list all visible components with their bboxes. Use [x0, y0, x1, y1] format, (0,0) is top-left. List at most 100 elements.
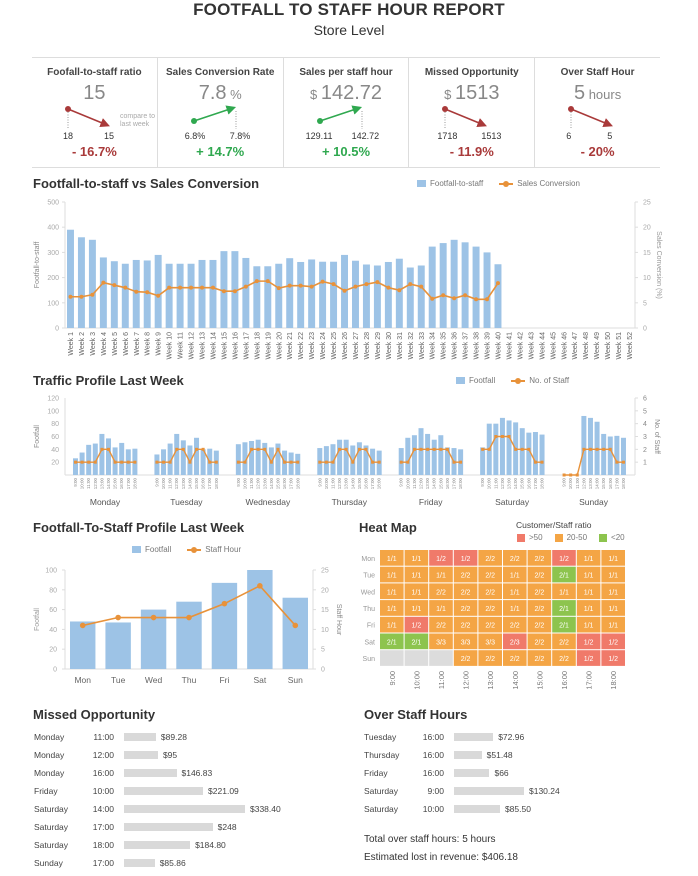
x-tick-label: 15:00 — [357, 478, 362, 490]
bar — [200, 449, 206, 475]
x-tick-label: Week 18 — [254, 332, 261, 360]
y-axis-label: Footfall-to-staff — [34, 242, 41, 289]
line-point — [582, 447, 586, 451]
bar — [352, 260, 359, 328]
kpi-previous-value: 6.8% — [184, 131, 206, 141]
x-tick-label: Week 20 — [276, 332, 283, 360]
row-value: $338.40 — [250, 804, 281, 814]
bar — [110, 261, 118, 328]
x-tick-label: 12:00 — [337, 478, 342, 490]
bar — [187, 263, 195, 328]
profile-combo-chart: 0 20 40 60 80 100 0 5 10 15 20 25 Footfall Staff Hour… — [34, 568, 342, 686]
row-time: 16:00 — [422, 750, 444, 760]
x-tick-label: 15:00 — [438, 478, 443, 490]
x-tick-label: Week 21 — [287, 332, 294, 360]
x-tick-label: 12:00 — [419, 478, 424, 490]
bar — [519, 428, 525, 475]
x-tick-label: Week 51 — [616, 332, 623, 360]
heat-cell-label: 1/1 — [608, 573, 618, 580]
kpi-label: Foofall-to-staff ratio — [47, 67, 142, 78]
y2-tick-label: 0 — [321, 667, 325, 674]
bar — [264, 266, 272, 328]
x-tick-label: Week 48 — [583, 332, 590, 360]
bar — [417, 265, 425, 328]
x-tick-label: Sun — [288, 675, 303, 685]
bar — [167, 443, 173, 475]
line-point — [162, 460, 166, 464]
heat-cell-label: 2/2 — [510, 623, 520, 630]
heat-cell — [380, 633, 404, 650]
list-row: Friday 16:00 $66 — [364, 768, 664, 786]
row-label: Mon — [361, 556, 375, 563]
x-tick-label: 13:00 — [99, 478, 104, 490]
x-tick-label: 11:00 — [168, 478, 173, 489]
kpi-change: - 20% — [580, 144, 615, 159]
x-tick-label: Week 22 — [298, 332, 305, 360]
line-point — [296, 460, 300, 464]
line-point — [112, 283, 117, 288]
heat-cell-label: 2/2 — [461, 606, 471, 613]
overstaff-title: Over Staff Hours — [364, 707, 468, 722]
line-point — [289, 460, 293, 464]
x-tick-label: Week 19 — [265, 332, 272, 360]
bar — [165, 263, 173, 328]
line-point — [364, 447, 368, 451]
line-point — [87, 460, 91, 464]
line-point — [485, 297, 490, 302]
bar — [77, 237, 85, 328]
column-label: 14:00 — [511, 671, 520, 690]
row-value: $85.50 — [504, 804, 531, 814]
y2-tick-label: 6 — [643, 396, 647, 403]
row-label: Wed — [361, 589, 375, 596]
line-point — [432, 447, 436, 451]
row-bar — [124, 859, 155, 867]
heat-cell-label: 1/1 — [436, 573, 446, 580]
bar — [70, 621, 96, 669]
column-label: 9:00 — [388, 671, 397, 686]
x-tick-label: 11:00 — [330, 478, 335, 489]
kpi-card: Missed Opportunity $ 1513 1718 1513 - 11… — [409, 58, 536, 167]
line-point — [320, 279, 325, 284]
overstaff-summary: Total over staff hours: 5 hours Estimate… — [364, 831, 518, 867]
line-point — [93, 460, 97, 464]
x-tick-label: 12:00 — [581, 478, 586, 490]
heat-cell — [576, 633, 601, 650]
line-point — [595, 447, 599, 451]
bar — [587, 417, 593, 475]
kpi-row: Foofall-to-staff ratio 15 18 15 - 16.7% … — [32, 57, 660, 168]
heat-cell-label: 2/2 — [535, 656, 545, 663]
bar — [86, 444, 92, 475]
kpi-number: 7.8 — [198, 82, 227, 104]
line-point — [214, 460, 218, 464]
heat-cell — [478, 650, 502, 666]
bar — [176, 263, 184, 328]
x-tick-label: 17:00 — [533, 478, 538, 490]
trend-down-arrow-icon — [568, 106, 614, 129]
heat-cell-label: 2/2 — [535, 623, 545, 630]
row-bar — [124, 841, 191, 849]
row-label: Sun — [363, 656, 376, 663]
heat-cell — [503, 550, 527, 566]
x-tick-label: 15:00 — [275, 478, 280, 490]
line-point — [575, 473, 579, 477]
heat-cell — [380, 583, 404, 600]
x-tick-label: 15:00 — [194, 478, 199, 490]
bar — [295, 453, 301, 475]
x-tick-label: Week 28 — [364, 332, 371, 360]
line-point — [90, 292, 95, 297]
bar — [180, 440, 186, 475]
x-tick-label: Week 45 — [550, 332, 557, 360]
y-tick-label: 0 — [53, 667, 57, 674]
heat-cell-label: 2/2 — [559, 639, 569, 646]
heat-cell-label: 1/1 — [412, 589, 422, 596]
y-tick-label: 100 — [47, 408, 59, 415]
row-day: Monday — [34, 732, 65, 742]
row-time: 10:00 — [422, 804, 444, 814]
row-day: Saturday — [364, 804, 399, 814]
bar — [439, 243, 447, 328]
line-point — [419, 284, 424, 289]
line-point — [463, 293, 468, 298]
kpi-card: Over Staff Hour 5 hours 6 5 - 20% — [535, 58, 660, 167]
line-point — [514, 447, 518, 451]
x-tick-label: Week 35 — [441, 332, 448, 360]
